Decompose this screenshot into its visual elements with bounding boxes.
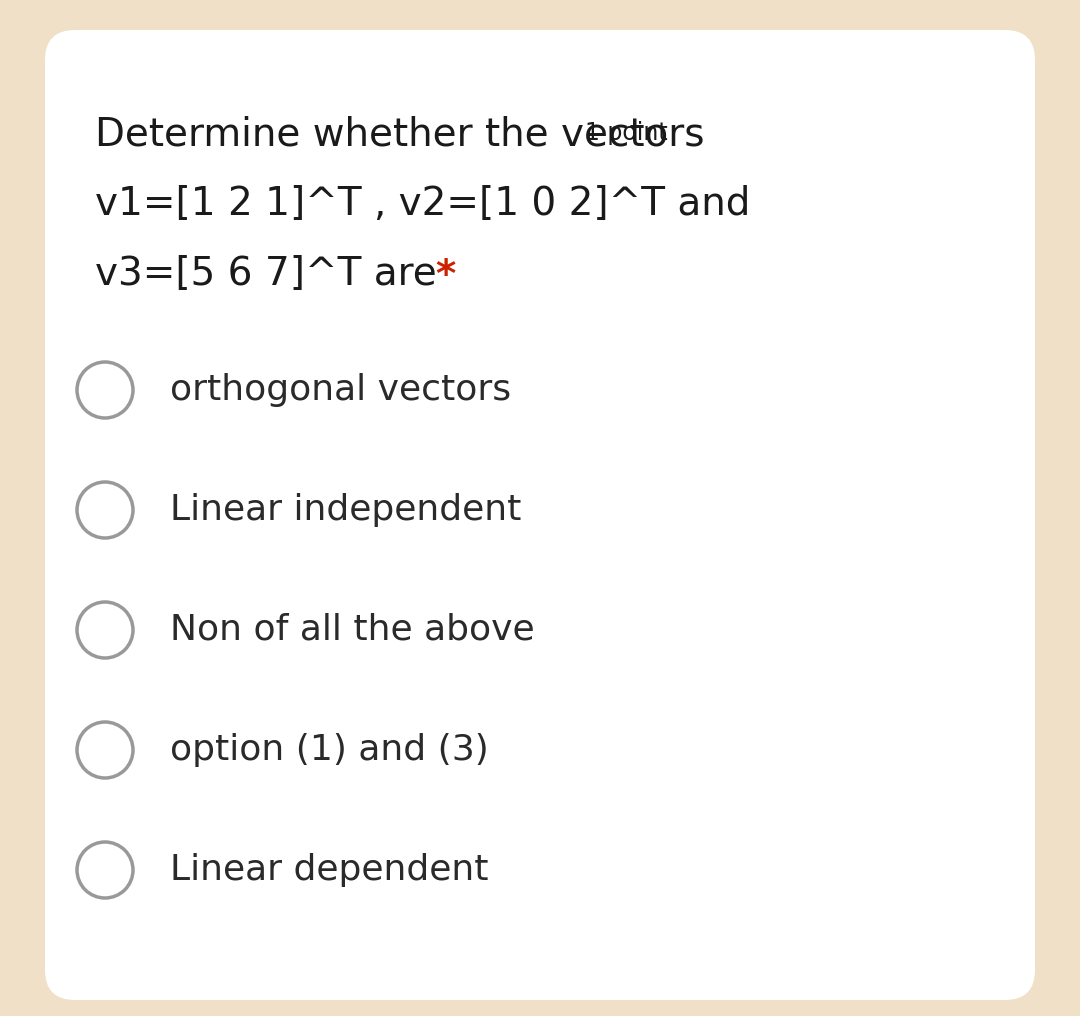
Text: v3=[5 6 7]^T are: v3=[5 6 7]^T are [95, 255, 449, 293]
Text: option (1) and (3): option (1) and (3) [170, 733, 489, 767]
Text: Determine whether the vectors: Determine whether the vectors [95, 115, 704, 153]
Circle shape [77, 362, 133, 418]
Text: Linear dependent: Linear dependent [170, 853, 488, 887]
FancyBboxPatch shape [45, 30, 1035, 1000]
Text: 1 point: 1 point [585, 121, 667, 145]
Circle shape [77, 722, 133, 778]
Circle shape [77, 482, 133, 538]
Circle shape [77, 602, 133, 658]
Circle shape [77, 842, 133, 898]
Text: Linear independent: Linear independent [170, 493, 522, 527]
Text: orthogonal vectors: orthogonal vectors [170, 373, 511, 407]
Text: *: * [435, 257, 456, 295]
Text: Non of all the above: Non of all the above [170, 613, 535, 647]
Text: v1=[1 2 1]^T , v2=[1 0 2]^T and: v1=[1 2 1]^T , v2=[1 0 2]^T and [95, 185, 751, 223]
